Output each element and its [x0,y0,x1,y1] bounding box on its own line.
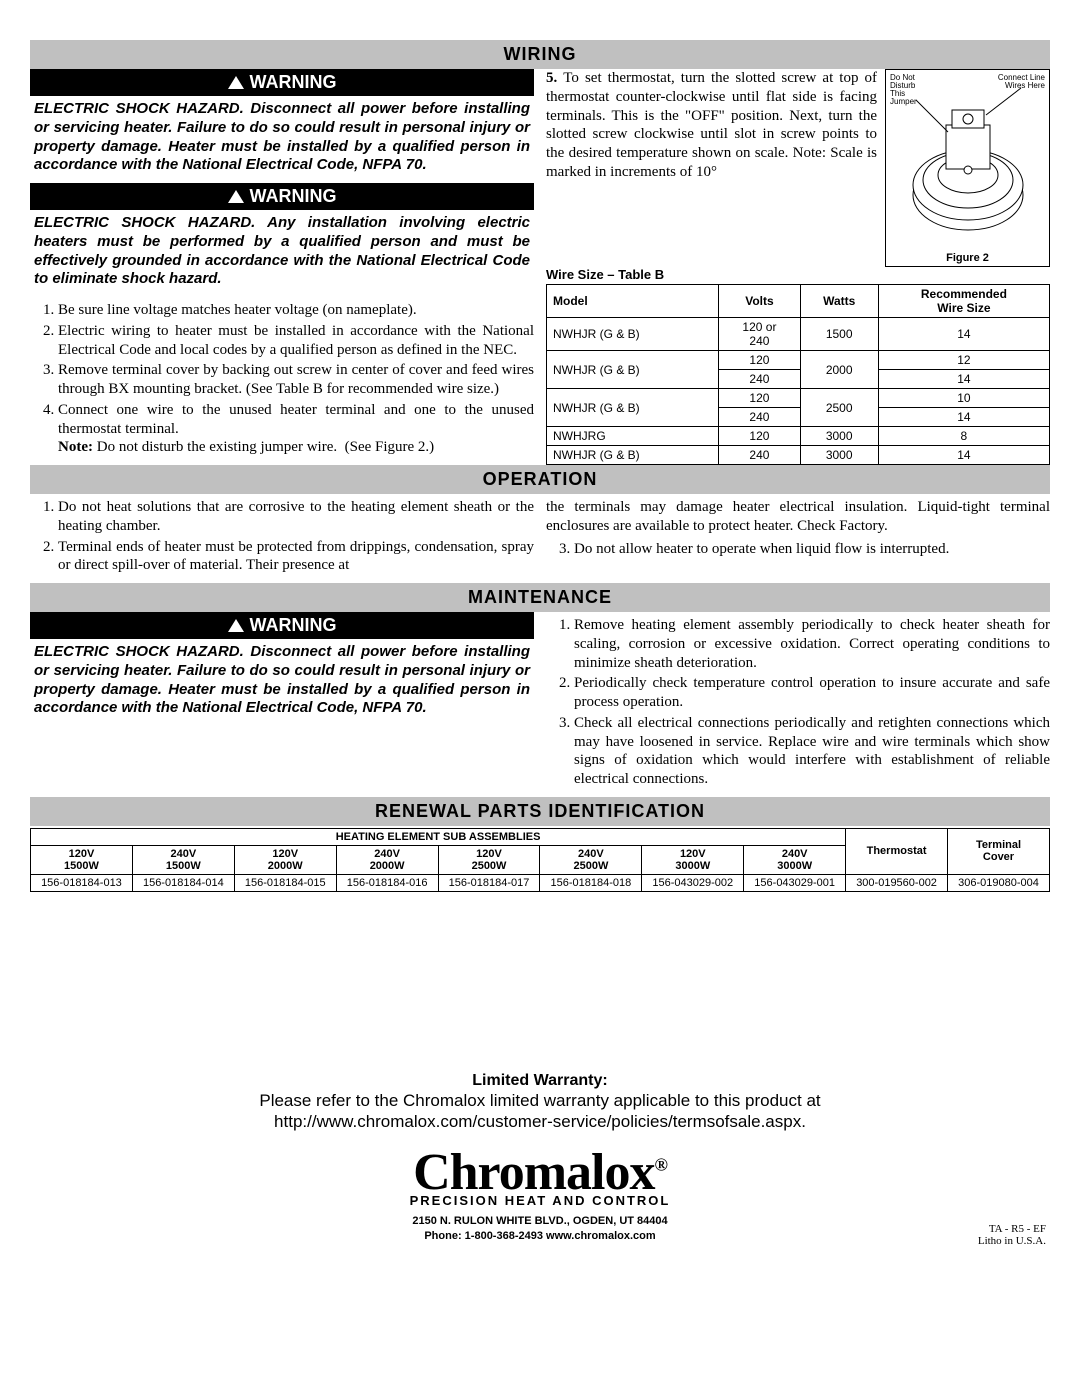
section-title-operation: OPERATION [30,465,1050,494]
op-step-3: Do not allow heater to operate when liqu… [574,540,1050,559]
table-row: NWHJR (G & B)120 or240150014 [547,318,1050,351]
warning-icon [228,76,244,89]
operation-steps-right: Do not allow heater to operate when liqu… [546,540,1050,559]
warranty-block: Limited Warranty: Please refer to the Ch… [30,1072,1050,1133]
table-row: 156-018184-013156-018184-014 156-018184-… [31,874,1050,891]
table-row: NWHJR (G & B)120200012 [547,351,1050,370]
wire-table-title: Wire Size – Table B [546,267,1050,282]
figure-2: Do NotDisturbThisJumper Connect LineWire… [885,69,1050,267]
wiring-step-4: Connect one wire to the unused heater te… [58,401,534,457]
warranty-line2: http://www.chromalox.com/customer-servic… [30,1111,1050,1132]
warning-icon [228,190,244,203]
warning-bar-2: WARNING [30,183,534,210]
maint-step-1: Remove heating element assembly periodic… [574,616,1050,672]
th: 240V2000W [336,845,438,874]
th: 240V3000W [744,845,846,874]
operation-steps-left: Do not heat solutions that are corrosive… [30,498,534,575]
warranty-line1: Please refer to the Chromalox limited wa… [30,1090,1050,1111]
wire-size-table: Model Volts Watts RecommendedWire Size N… [546,284,1050,465]
section-title-parts: RENEWAL PARTS IDENTIFICATION [30,797,1050,826]
figure-caption: Figure 2 [886,250,1049,266]
wiring-step-1: Be sure line voltage matches heater volt… [58,301,534,320]
op-step-2: Terminal ends of heater must be protecte… [58,538,534,576]
th: 120V3000W [642,845,744,874]
th-terminal-cover: TerminalCover [948,828,1050,874]
warning-bar-1: WARNING [30,69,534,96]
th: 240V2500W [540,845,642,874]
section-title-maintenance: MAINTENANCE [30,583,1050,612]
warning-label: WARNING [250,615,337,636]
fig-anno-wires: Connect LineWires Here [998,74,1045,90]
warning-icon [228,619,244,632]
parts-table: HEATING ELEMENT SUB ASSEMBLIES Thermosta… [30,828,1050,892]
warning-bar-3: WARNING [30,612,534,639]
th-model: Model [547,285,719,318]
maint-step-2: Periodically check temperature control o… [574,674,1050,712]
warning-label: WARNING [250,72,337,93]
logo-tagline: PRECISION HEAT AND CONTROL [30,1193,1050,1208]
parts-group-header: HEATING ELEMENT SUB ASSEMBLIES [31,828,846,845]
wiring-step-2: Electric wiring to heater must be instal… [58,322,534,360]
th: 120V2000W [234,845,336,874]
warning-label: WARNING [250,186,337,207]
th: 120V2500W [438,845,540,874]
th-watts: Watts [800,285,878,318]
wiring-steps: Be sure line voltage matches heater volt… [30,301,534,457]
table-row: NWHJR (G & B)120250010 [547,389,1050,408]
th-wire: RecommendedWire Size [878,285,1049,318]
table-row: NWHJR (G & B)240300014 [547,446,1050,465]
warranty-title: Limited Warranty: [30,1072,1050,1090]
maint-step-3: Check all electrical connections periodi… [574,714,1050,789]
fig-anno-jumper: Do NotDisturbThisJumper [890,74,917,106]
th: 240V1500W [132,845,234,874]
wiring-step-3: Remove terminal cover by backing out scr… [58,361,534,399]
table-row: NWHJRG12030008 [547,427,1050,446]
section-title-wiring: WIRING [30,40,1050,69]
th-volts: Volts [719,285,800,318]
logo: Chromalox® [30,1150,1050,1197]
th-thermostat: Thermostat [846,828,948,874]
maint-steps: Remove heating element assembly periodic… [546,616,1050,789]
warning-text-2: ELECTRIC SHOCK HAZARD. Any installation … [30,210,534,297]
warning-text-3: ELECTRIC SHOCK HAZARD. Disconnect all po… [30,639,534,726]
op-step-1: Do not heat solutions that are corrosive… [58,498,534,536]
op-cont: the terminals may damage heater electric… [546,498,1050,536]
warning-text-1: ELECTRIC SHOCK HAZARD. Disconnect all po… [30,96,534,183]
th: 120V1500W [31,845,133,874]
